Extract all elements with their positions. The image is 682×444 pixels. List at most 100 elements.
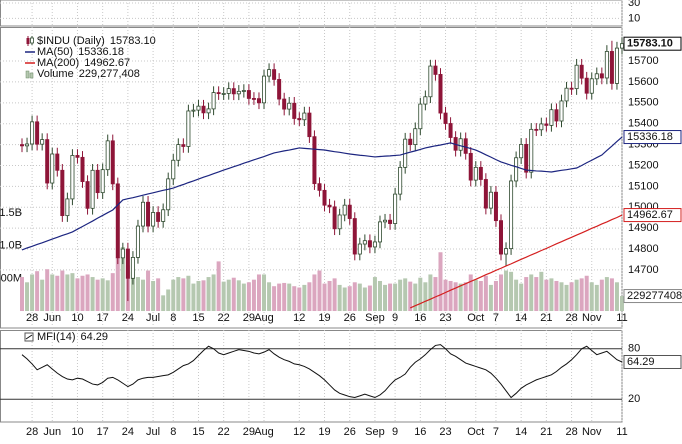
candle-body: [579, 64, 584, 79]
candle-body: [519, 143, 524, 159]
volume-bar: [241, 283, 246, 312]
volume-bar: [473, 279, 478, 312]
value-tag-label: 15783.10: [627, 38, 673, 50]
volume-bar: [20, 277, 24, 312]
y-tick-label: 30: [628, 0, 640, 9]
volume-bar: [55, 275, 60, 312]
volume-bar: [604, 277, 609, 312]
candle-body: [90, 169, 95, 209]
legend-value: 64.29: [81, 331, 109, 343]
volume-bar: [196, 280, 201, 312]
x-tick-label: Sep: [365, 426, 385, 438]
candle-body: [534, 128, 539, 131]
volume-bar: [433, 277, 438, 312]
candle-body: [342, 204, 347, 216]
volume-bar: [347, 286, 352, 312]
volume-bar: [45, 269, 50, 312]
volume-bar: [25, 282, 30, 312]
volume-bar: [277, 283, 282, 312]
volume-bar: [322, 283, 327, 312]
legend-name: MA(200): [37, 57, 79, 69]
volume-bar: [443, 279, 448, 312]
candle-body: [307, 112, 312, 138]
volume-bar: [186, 275, 191, 312]
candle-body: [267, 69, 272, 77]
volume-bar: [569, 282, 574, 312]
candle-body: [589, 78, 594, 94]
candle-body: [115, 183, 120, 259]
candle-body: [549, 109, 554, 126]
x-tick-label: Jun: [43, 426, 61, 438]
volume-bar: [524, 277, 529, 312]
candle-body: [509, 180, 514, 250]
candle-body: [458, 138, 463, 151]
candle-body: [55, 153, 60, 171]
candle-body: [327, 204, 332, 208]
candle-body: [130, 256, 135, 279]
volume-bar: [564, 284, 569, 312]
y-tick-label: 15600: [628, 76, 659, 88]
candle-body: [19, 144, 24, 147]
x-tick-label: Aug: [254, 312, 274, 324]
y-tick-label: 14900: [628, 222, 659, 234]
volume-bar: [141, 279, 146, 312]
x-tick-label: Oct: [467, 312, 484, 324]
volume-bar: [408, 281, 413, 312]
candle-body: [620, 43, 625, 49]
x-tick-label: 7: [493, 426, 499, 438]
x-tick-label: 26: [344, 426, 356, 438]
x-tick-label: 19: [318, 426, 330, 438]
volume-bar: [50, 274, 55, 312]
candle-body: [317, 183, 322, 191]
x-tick-label: 14: [515, 312, 527, 324]
candle-body: [166, 178, 171, 211]
volume-bar: [438, 252, 443, 312]
value-tag-label: 15336.18: [627, 131, 673, 143]
candle-body: [251, 98, 256, 100]
volume-bar: [594, 284, 599, 312]
candle-body: [554, 109, 559, 122]
volume-bar: [453, 282, 458, 312]
value-tag: [623, 354, 682, 369]
volume-bar: [100, 278, 105, 312]
legend-icon: [26, 38, 30, 44]
legend-icon: [25, 334, 33, 340]
legend-value: 15336.18: [78, 46, 124, 58]
volume-bar: [614, 282, 619, 312]
candle-body: [468, 152, 473, 181]
volume-bar: [458, 283, 463, 312]
volume-bar: [383, 284, 388, 312]
candle-body: [539, 123, 544, 131]
x-tick-label: 24: [122, 426, 134, 438]
candle-body: [161, 209, 166, 222]
x-tick-label: 14: [515, 426, 527, 438]
candle-body: [151, 212, 156, 227]
candle-body: [524, 143, 529, 173]
volume-bar: [272, 286, 277, 312]
value-tag: [623, 208, 682, 223]
x-tick-label: 10: [71, 426, 83, 438]
candle-body: [231, 88, 236, 95]
volume-bar: [514, 279, 519, 312]
volume-bar: [398, 279, 403, 312]
candle-body: [312, 136, 317, 185]
volume-bar: [483, 275, 488, 312]
volume-bar: [544, 279, 549, 312]
x-tick-label: 23: [439, 426, 451, 438]
candle-body: [398, 166, 403, 195]
volume-bar: [413, 283, 418, 312]
volume-bar: [256, 274, 261, 312]
volume-bar: [65, 274, 70, 312]
x-tick-label: 15: [192, 312, 204, 324]
value-tag-label: 229277408: [627, 290, 682, 302]
x-tick-label: 16: [414, 426, 426, 438]
candle-body: [408, 138, 413, 146]
candle-body: [120, 248, 125, 259]
x-tick-label: 28: [565, 312, 577, 324]
value-tag-label: 64.29: [627, 356, 655, 368]
volume-bar: [559, 282, 564, 312]
volume-bar: [332, 278, 337, 312]
candle-body: [216, 92, 221, 95]
